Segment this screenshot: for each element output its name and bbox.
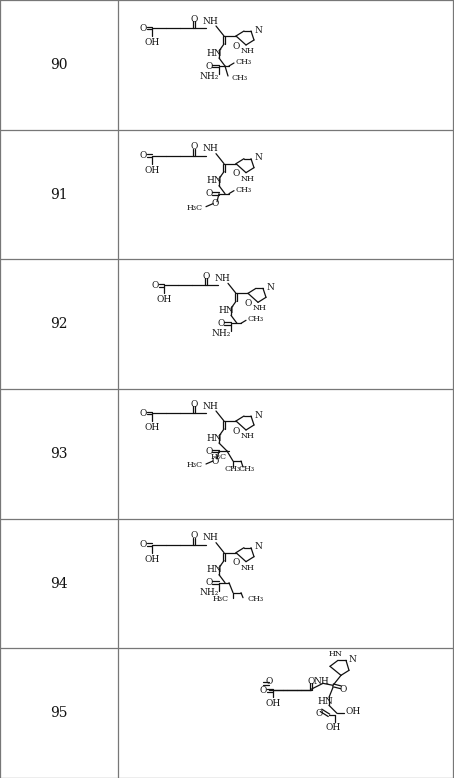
Text: NH₂: NH₂ — [211, 329, 231, 338]
Text: OH: OH — [326, 724, 340, 732]
Bar — [0, 519, 454, 648]
Text: H₃C: H₃C — [211, 453, 227, 461]
Text: NH₂: NH₂ — [199, 588, 219, 598]
Text: NH: NH — [202, 16, 218, 26]
Text: 92: 92 — [50, 317, 68, 331]
Text: O: O — [139, 151, 147, 160]
Text: O: O — [244, 299, 252, 308]
Text: NH: NH — [202, 533, 218, 542]
Text: NH: NH — [202, 144, 218, 153]
Text: NH: NH — [253, 304, 267, 312]
Text: CH₃: CH₃ — [247, 594, 263, 603]
Text: O: O — [316, 709, 323, 718]
Text: N: N — [266, 283, 274, 292]
Text: O: O — [205, 189, 212, 198]
Text: HN: HN — [218, 306, 234, 315]
Text: NH: NH — [241, 432, 255, 440]
Text: CH₃: CH₃ — [239, 465, 255, 473]
Text: HN: HN — [206, 176, 222, 185]
Text: O: O — [211, 457, 219, 465]
Text: NH₂: NH₂ — [199, 72, 219, 80]
Text: O: O — [232, 558, 240, 567]
Text: OH: OH — [345, 707, 360, 716]
Text: 94: 94 — [50, 576, 68, 591]
Text: O: O — [202, 272, 210, 281]
Text: CH₃: CH₃ — [235, 58, 251, 66]
Text: O: O — [190, 142, 197, 151]
Text: O: O — [205, 61, 212, 71]
Bar — [0, 259, 454, 389]
Text: 91: 91 — [50, 187, 68, 202]
Text: H₃C: H₃C — [213, 594, 229, 603]
Text: N: N — [254, 153, 262, 162]
Bar — [0, 648, 454, 778]
Text: HN: HN — [206, 433, 222, 443]
Text: CH₃: CH₃ — [225, 465, 241, 473]
Text: O: O — [139, 408, 147, 418]
Text: OH: OH — [156, 296, 172, 304]
Text: OH: OH — [144, 555, 160, 564]
Text: O: O — [190, 531, 197, 540]
Bar — [0, 389, 454, 519]
Text: HN: HN — [206, 565, 222, 574]
Text: O: O — [232, 426, 240, 436]
Text: CH₃: CH₃ — [231, 74, 247, 82]
Text: O: O — [265, 677, 273, 686]
Text: 95: 95 — [50, 706, 68, 720]
Text: N: N — [254, 26, 262, 34]
Text: O: O — [205, 447, 212, 455]
Text: O: O — [205, 578, 212, 587]
Text: NH: NH — [241, 47, 255, 55]
Text: O: O — [232, 169, 240, 178]
Text: O: O — [211, 199, 219, 209]
Text: O: O — [259, 686, 266, 695]
Text: HN: HN — [317, 697, 333, 706]
Text: CH₃: CH₃ — [235, 186, 251, 194]
Text: O: O — [151, 281, 159, 290]
Text: NH: NH — [241, 564, 255, 572]
Text: N: N — [254, 411, 262, 419]
Text: O: O — [339, 685, 347, 694]
Text: O: O — [232, 41, 240, 51]
Text: OH: OH — [266, 699, 281, 708]
Text: NH: NH — [214, 274, 230, 283]
Bar — [0, 130, 454, 259]
Text: OH: OH — [144, 423, 160, 432]
Text: N: N — [254, 542, 262, 551]
Bar — [0, 0, 454, 130]
Text: NH: NH — [313, 677, 329, 686]
Text: O: O — [139, 23, 147, 33]
Text: H₃C: H₃C — [187, 204, 203, 212]
Text: O: O — [190, 15, 197, 23]
Text: HN: HN — [329, 650, 343, 658]
Text: NH: NH — [241, 175, 255, 183]
Text: HN: HN — [206, 48, 222, 58]
Text: H₃C: H₃C — [187, 461, 203, 469]
Text: OH: OH — [144, 166, 160, 175]
Text: 93: 93 — [50, 447, 68, 461]
Text: O: O — [217, 319, 225, 328]
Text: NH: NH — [202, 401, 218, 411]
Text: 90: 90 — [50, 58, 68, 72]
Text: O: O — [190, 399, 197, 408]
Text: OH: OH — [144, 38, 160, 47]
Text: N: N — [348, 655, 356, 664]
Text: O: O — [307, 677, 315, 686]
Text: CH₃: CH₃ — [247, 315, 263, 324]
Text: O: O — [139, 540, 147, 549]
